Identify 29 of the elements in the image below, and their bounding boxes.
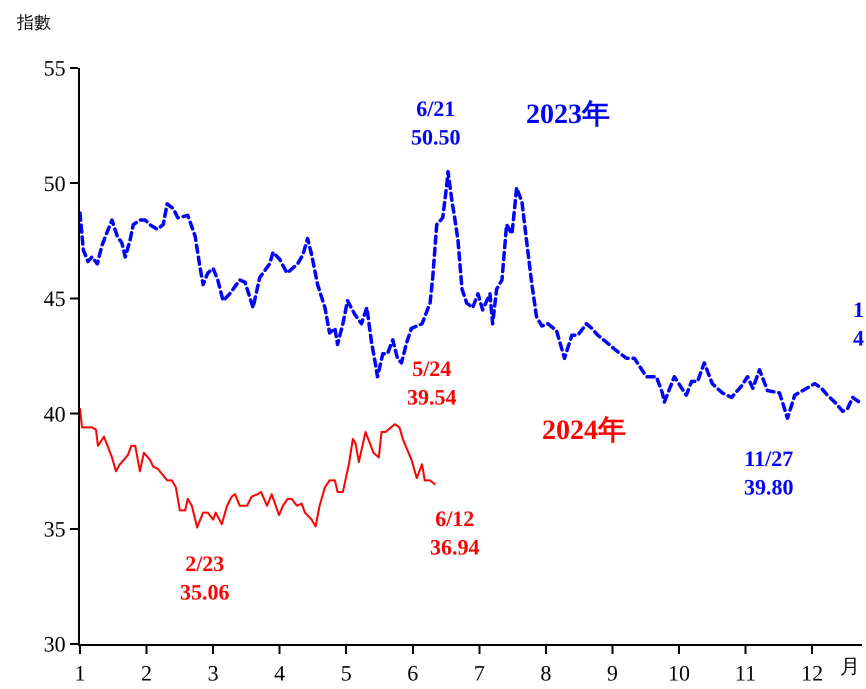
x-tick-label: 9 <box>606 660 618 686</box>
x-tick-label: 1 <box>74 660 86 686</box>
y-tick-label: 50 <box>44 170 66 196</box>
y-tick-label: 55 <box>44 56 66 81</box>
x-tick-label: 3 <box>208 660 219 686</box>
y-tick-label: 40 <box>44 401 66 426</box>
y-axis-title: 指數 <box>16 13 51 33</box>
annotation: 1 4 <box>853 297 864 351</box>
x-tick-label: 5 <box>340 660 352 686</box>
y-tick-label: 35 <box>44 516 66 542</box>
x-tick-label: 7 <box>474 660 485 686</box>
annotation: 6/12 36.94 <box>430 506 480 560</box>
x-tick-label: 6 <box>407 660 418 686</box>
text: 2024年 <box>542 415 626 446</box>
x-tick-label: 11 <box>734 660 756 686</box>
annotation: 5/24 39.54 <box>407 356 456 410</box>
annotation: 6/21 50.50 <box>411 96 460 150</box>
x-tick-label: 4 <box>274 660 286 686</box>
x-tick-label: 2 <box>141 660 152 686</box>
x-tick-label: 8 <box>540 660 552 686</box>
text: 2023年 <box>526 99 610 130</box>
y-tick-label: 45 <box>44 286 66 312</box>
x-tick-label: 12 <box>801 660 824 686</box>
y-tick-label: 30 <box>44 632 66 657</box>
line-series <box>80 408 436 528</box>
annotation: 11/27 39.80 <box>744 446 794 500</box>
x-axis-title: 月 <box>840 654 860 678</box>
annotation: 2/23 35.06 <box>180 551 230 605</box>
x-tick-label: 10 <box>668 660 690 686</box>
